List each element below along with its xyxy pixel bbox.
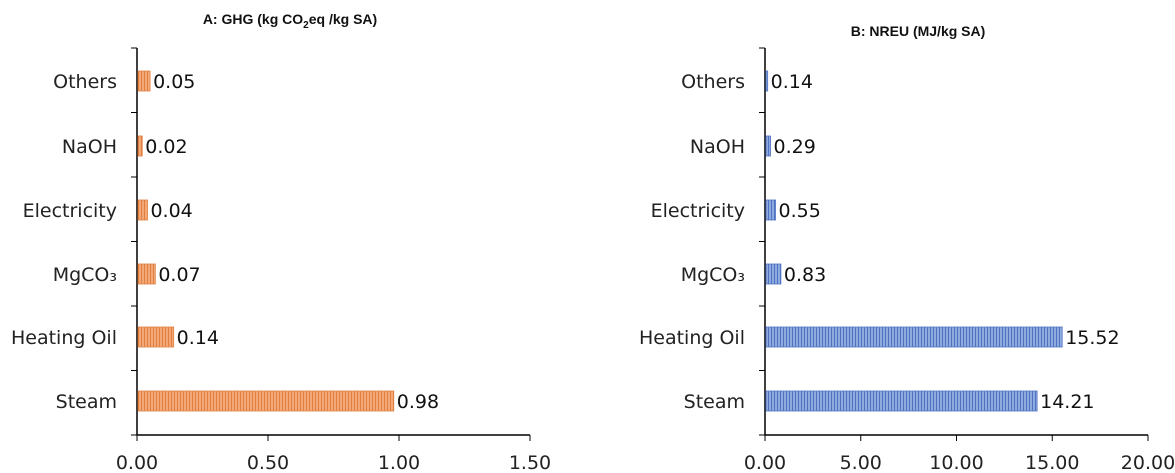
category-label: Others <box>681 71 745 93</box>
category-label: Others <box>53 71 117 93</box>
category-label: Steam <box>56 391 117 413</box>
bar-ghg <box>137 135 143 157</box>
data-label: 0.04 <box>150 200 192 222</box>
x-tick-label: 1.00 <box>378 452 420 473</box>
chart-panel-ghg: A: GHG (kg CO2eq /kg SA) 0.00 0.50 1.00 1.5… <box>11 11 551 473</box>
x-tick-label: 10.00 <box>929 452 983 473</box>
bar-ghg <box>137 199 148 221</box>
data-label: 0.14 <box>771 71 813 93</box>
category-label: NaOH <box>62 136 117 158</box>
category-label: Electricity <box>23 200 117 222</box>
bar-nreu <box>765 263 782 285</box>
x-tick-label: 0.00 <box>744 452 786 473</box>
bar-nreu <box>765 390 1038 412</box>
bar-ghg <box>137 70 151 92</box>
data-label: 0.14 <box>177 327 219 349</box>
x-tick-label: 20.00 <box>1121 452 1175 473</box>
data-label: 0.02 <box>145 136 187 158</box>
category-label: Heating Oil <box>639 327 745 349</box>
category-label: MgCO₃ <box>681 264 745 286</box>
chart-title-nreu: B: NREU (MJ/kg SA) <box>851 23 986 39</box>
data-label: 0.83 <box>784 264 826 286</box>
category-label: MgCO₃ <box>53 264 117 286</box>
bar-nreu <box>765 326 1063 348</box>
x-tick-label: 1.50 <box>509 452 551 473</box>
x-tick-label: 0.00 <box>116 452 158 473</box>
data-label: 0.98 <box>397 391 439 413</box>
category-label: Heating Oil <box>11 327 117 349</box>
x-tick-label: 15.00 <box>1025 452 1079 473</box>
data-label: 0.55 <box>779 200 821 222</box>
chart-title-ghg: A: GHG (kg CO2eq /kg SA) <box>203 11 377 31</box>
bar-ghg <box>137 390 395 412</box>
category-label: Electricity <box>651 200 745 222</box>
category-label: NaOH <box>690 136 745 158</box>
bar-ghg <box>137 263 156 285</box>
bar-ghg <box>137 326 175 348</box>
bar-nreu <box>765 70 769 92</box>
chart-panel-nreu: B: NREU (MJ/kg SA) 0.00 5.00 10.00 15.00 20.… <box>639 23 1175 473</box>
data-label: 15.52 <box>1065 327 1119 349</box>
data-label: 0.05 <box>153 71 195 93</box>
bar-nreu <box>765 199 776 221</box>
x-tick-label: 5.00 <box>840 452 882 473</box>
category-label: Steam <box>684 391 745 413</box>
x-tick-label: 0.50 <box>247 452 289 473</box>
data-label: 0.07 <box>158 264 200 286</box>
bar-nreu <box>765 135 771 157</box>
data-label: 14.21 <box>1040 391 1094 413</box>
data-label: 0.29 <box>774 136 816 158</box>
